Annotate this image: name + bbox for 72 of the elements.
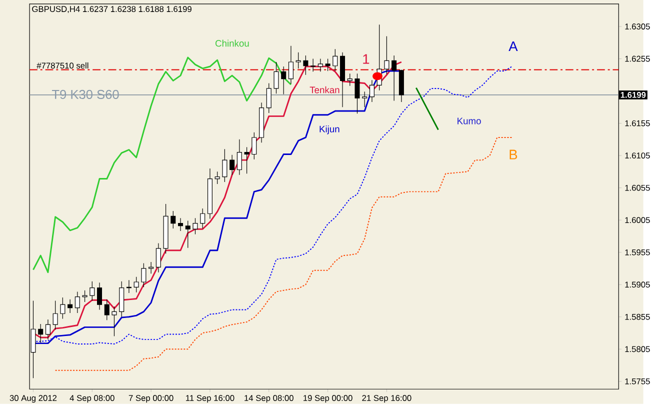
annotation: 1 xyxy=(363,54,370,64)
candlestick xyxy=(134,276,139,292)
candlestick xyxy=(214,171,220,184)
candlestick xyxy=(60,296,66,319)
y-tick-label: 1.6005 xyxy=(625,216,650,223)
x-tick-label: 19 Sep 00:00 xyxy=(304,394,352,402)
y-tick-label: 1.5805 xyxy=(625,346,650,352)
annotation: Kijun xyxy=(320,125,340,134)
y-tick-label: 1.5905 xyxy=(625,281,650,288)
x-tick-label: 21 Sep 16:00 xyxy=(362,394,412,402)
x-tick-label: 30 Aug 2012 xyxy=(10,394,57,402)
candlestick xyxy=(303,55,308,75)
candlestick xyxy=(68,298,73,314)
candlestick xyxy=(362,91,368,108)
candlestick xyxy=(281,66,286,94)
annotation: A xyxy=(508,41,518,51)
ref-line-label: #7787510 sell xyxy=(36,62,88,68)
x-tick-label: 7 Sep 00:00 xyxy=(128,394,174,402)
candlestick xyxy=(288,45,294,84)
candlestick xyxy=(236,138,242,175)
candlestick xyxy=(369,80,374,102)
y-tick-label: 1.5955 xyxy=(625,249,650,256)
annotation: Kumo xyxy=(458,118,481,124)
candlestick xyxy=(82,290,88,302)
candlestick xyxy=(52,300,58,330)
candlestick xyxy=(325,58,330,72)
y-tick-label: 1.6305 xyxy=(625,23,650,30)
y-tick-label: 1.6255 xyxy=(625,56,650,62)
candlestick xyxy=(74,291,80,314)
candlestick xyxy=(222,148,228,182)
chart-title: GBPUSD,H4 1.6237 1.6238 1.6188 1.6199 xyxy=(32,6,192,13)
candlestick xyxy=(170,210,176,229)
candlestick xyxy=(392,55,397,101)
candlestick xyxy=(148,262,154,274)
candlestick xyxy=(230,154,235,175)
annotation: Tenkan xyxy=(310,86,340,94)
annotation: B xyxy=(510,150,518,160)
candlestick xyxy=(274,61,279,94)
candlestick xyxy=(38,323,44,343)
line-series xyxy=(32,56,292,273)
candlestick xyxy=(354,73,360,114)
candlestick xyxy=(119,280,124,317)
candlestick xyxy=(192,218,198,234)
candlestick xyxy=(97,282,102,310)
candlestick xyxy=(310,58,316,72)
ref-line-label: 1.6199 xyxy=(620,92,646,98)
y-tick-label: 1.6105 xyxy=(625,152,650,158)
x-tick-label: 4 Sep 08:00 xyxy=(70,394,114,402)
candlestick xyxy=(318,58,323,72)
y-tick-label: 1.5755 xyxy=(625,378,650,384)
candlestick xyxy=(347,73,352,86)
candlestick xyxy=(185,220,190,248)
candlestick xyxy=(104,298,110,320)
candlestick xyxy=(296,52,301,69)
candlestick xyxy=(178,218,184,232)
candlestick xyxy=(266,82,272,114)
candlestick xyxy=(156,242,161,272)
y-tick-label: 1.6155 xyxy=(625,120,650,126)
x-tick-label: 14 Sep 08:00 xyxy=(244,394,294,402)
candlestick xyxy=(252,132,257,160)
y-tick-label: 1.6055 xyxy=(625,184,650,191)
candlestick xyxy=(141,262,146,288)
candlestick xyxy=(332,48,338,72)
candlestick xyxy=(90,280,95,301)
candlestick xyxy=(244,146,250,174)
candlestick xyxy=(384,36,390,74)
annotation: Chinkou xyxy=(216,40,249,46)
candlestick xyxy=(200,208,206,229)
x-tick-label: 11 Sep 16:00 xyxy=(186,394,234,402)
y-tick-label: 1.5855 xyxy=(625,314,650,320)
candlestick xyxy=(112,306,117,336)
candlestick xyxy=(45,318,50,340)
